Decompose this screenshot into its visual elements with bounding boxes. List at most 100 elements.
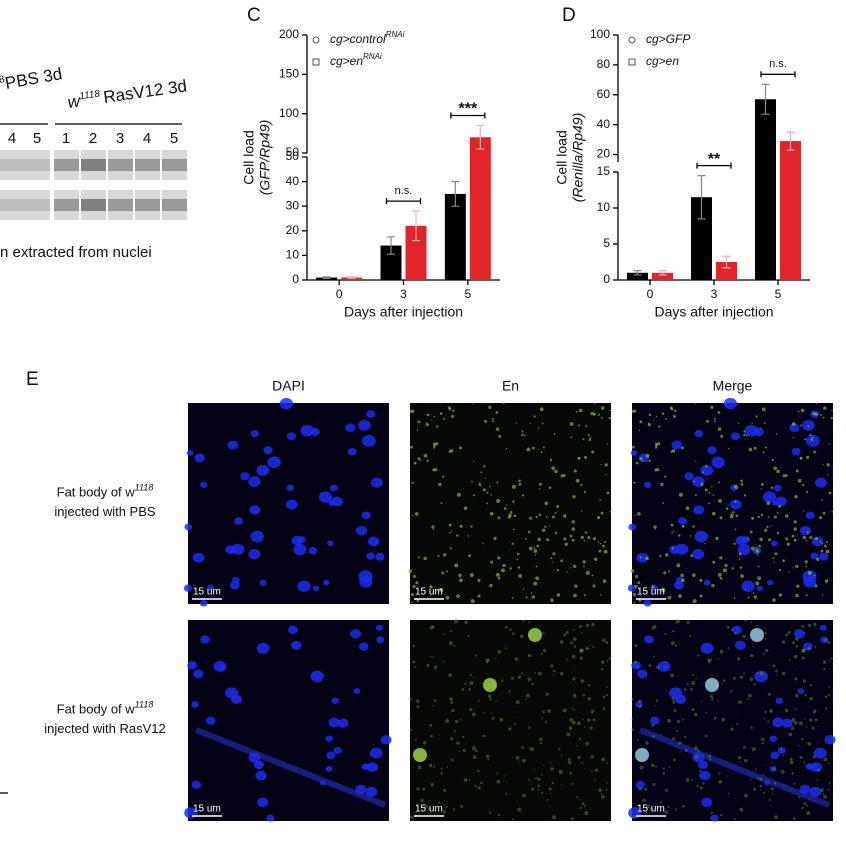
speckle <box>504 625 508 629</box>
speckle <box>711 583 715 588</box>
speckle <box>655 442 658 445</box>
significance-label: ** <box>708 151 721 168</box>
speckle <box>759 427 762 429</box>
speckle <box>770 486 774 489</box>
nucleus <box>684 472 694 481</box>
nucleus <box>811 536 824 547</box>
speckle <box>522 588 525 590</box>
speckle <box>463 778 468 782</box>
speckle <box>638 705 642 708</box>
nucleus <box>250 430 259 438</box>
nucleus <box>819 552 829 561</box>
speckle <box>423 741 427 745</box>
speckle <box>633 409 637 413</box>
nucleus <box>329 484 338 492</box>
speckle <box>484 419 488 423</box>
speckle <box>763 717 765 720</box>
speckle <box>604 463 608 467</box>
speckle <box>712 712 715 714</box>
speckle <box>654 528 657 530</box>
speckle <box>652 625 656 630</box>
band-core <box>81 159 106 171</box>
speckle <box>488 811 492 814</box>
speckle <box>496 772 499 775</box>
speckle <box>582 693 586 697</box>
speckle <box>797 410 800 413</box>
nucleus <box>240 472 250 481</box>
speckle <box>646 804 651 809</box>
legend-marker <box>312 58 320 66</box>
speckle <box>678 534 681 537</box>
nucleus <box>369 747 383 759</box>
speckle <box>633 601 636 604</box>
speckle <box>819 541 822 543</box>
speckle <box>569 422 574 426</box>
speckle <box>573 564 577 569</box>
speckle <box>529 654 532 657</box>
speckle <box>547 709 551 713</box>
nucleus <box>756 585 764 591</box>
speckle <box>420 798 424 803</box>
speckle <box>409 728 412 732</box>
speckle <box>735 514 739 518</box>
speckle <box>671 408 674 411</box>
speckle <box>410 815 414 819</box>
micrograph-content <box>409 619 611 821</box>
blot-caption: n extracted from nuclei <box>0 244 152 261</box>
y-tick-label: 0 <box>292 272 299 286</box>
speckle <box>521 745 524 749</box>
speckle <box>471 746 476 751</box>
speckle <box>639 420 643 424</box>
speckle <box>812 755 816 759</box>
speckle <box>535 777 538 780</box>
speckle <box>550 767 554 771</box>
speckle <box>674 808 678 811</box>
speckle <box>582 438 585 441</box>
speckle <box>583 804 586 807</box>
speckle <box>736 657 741 661</box>
speckle <box>452 808 456 811</box>
speckle <box>563 514 567 518</box>
legend-label: cg>GFP <box>646 32 690 46</box>
nucleus <box>194 453 206 463</box>
speckle <box>537 777 541 782</box>
speckle <box>571 707 574 709</box>
speckle <box>823 406 827 410</box>
nucleus <box>678 517 687 525</box>
speckle <box>742 672 746 675</box>
band-core <box>25 159 50 171</box>
nucleus <box>366 552 375 560</box>
error-bar <box>322 276 331 279</box>
speckle <box>654 704 656 707</box>
speckle <box>739 566 743 569</box>
legend-superscript: RNAi <box>363 52 382 61</box>
speckle <box>416 705 420 708</box>
speckle <box>560 474 564 478</box>
nucleus <box>371 477 383 488</box>
x-tick-label: 0 <box>336 287 343 301</box>
speckle <box>749 653 753 657</box>
speckle <box>750 621 753 624</box>
speckle <box>655 665 660 670</box>
speckle <box>708 661 710 664</box>
speckle <box>568 726 573 730</box>
speckle <box>693 480 695 483</box>
bar <box>716 262 737 280</box>
speckle <box>472 755 477 760</box>
speckle <box>451 708 455 713</box>
speckle <box>704 542 706 545</box>
nucleus <box>200 481 208 488</box>
speckle <box>507 515 512 519</box>
row-label: injected with PBS <box>54 504 155 519</box>
speckle <box>659 801 663 804</box>
speckle <box>468 778 471 781</box>
nucleus <box>358 570 373 583</box>
nucleus <box>813 747 827 759</box>
speckle <box>756 672 759 675</box>
speckle <box>602 707 606 710</box>
speckle <box>535 576 539 581</box>
x-tick-label: 0 <box>647 287 654 301</box>
speckle <box>468 554 472 558</box>
speckle <box>447 406 451 410</box>
speckle <box>543 764 545 767</box>
